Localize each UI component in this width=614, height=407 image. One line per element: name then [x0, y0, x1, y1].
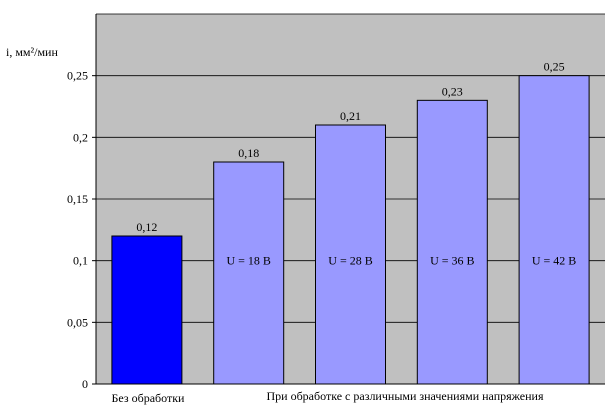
bar-inner-label: U = 42 В [532, 254, 576, 268]
y-tick-label: 0 [82, 377, 88, 391]
bar-value-label: 0,12 [136, 220, 157, 234]
bar [315, 124, 386, 385]
y-ticks: 0 0,05 0,1 0,15 0,2 0,25 [67, 69, 96, 391]
x-group-label-1: При обработке с различными значениями на… [266, 389, 543, 403]
bar-value-label: 0,21 [340, 109, 361, 123]
y-tick-label: 0,05 [67, 315, 88, 329]
bar [213, 161, 285, 385]
bar [416, 99, 488, 385]
bar-value-label: 0,18 [238, 146, 259, 160]
y-tick-label: 0,15 [67, 192, 88, 206]
bar [111, 235, 183, 385]
bar-value-label: 0,23 [442, 84, 463, 98]
bar-value-label: 0,25 [544, 60, 565, 74]
y-tick-label: 0,1 [73, 254, 88, 268]
bar-inner-label: U = 18 В [226, 254, 270, 268]
bar-inner-label: U = 36 В [430, 254, 474, 268]
x-group-label-0: Без обработки [112, 391, 186, 405]
bar [518, 75, 590, 385]
bar-inner-label: U = 28 В [328, 254, 372, 268]
bars: 0,12 0,18 U = 18 В 0,21 U = 28 В 0,23 U = 36 В… [111, 60, 590, 385]
y-axis-label: i, мм²/мин [6, 45, 58, 59]
y-tick-label: 0,25 [67, 69, 88, 83]
y-tick-label: 0,2 [73, 130, 88, 144]
